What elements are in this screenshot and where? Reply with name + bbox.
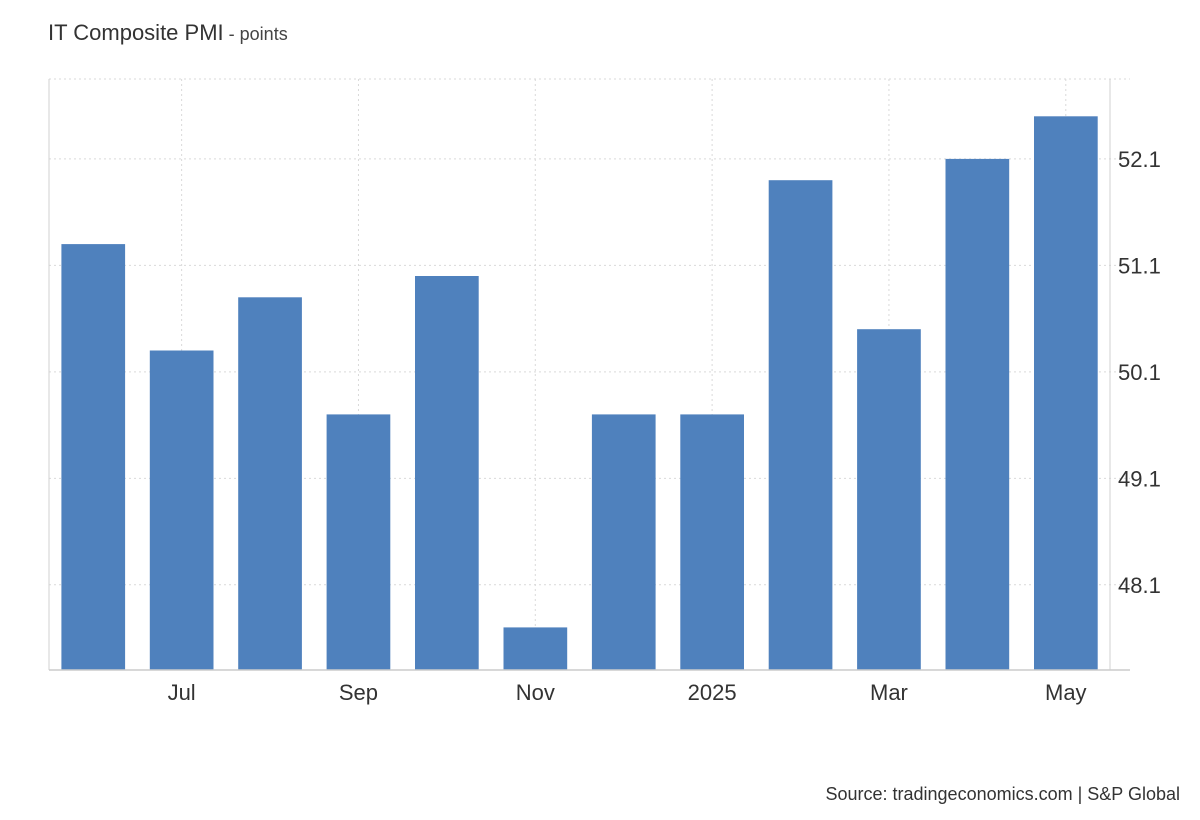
bar-dec-2024[interactable] (591, 414, 656, 670)
bar-jun-2024[interactable] (61, 244, 126, 670)
chart-subtitle: points (239, 24, 288, 44)
bar-jan-2025[interactable] (680, 414, 744, 670)
x-tick-label: May (1045, 680, 1087, 705)
bar-oct-2024[interactable] (415, 276, 479, 670)
source-credit: Source: tradingeconomics.com | S&P Globa… (825, 784, 1180, 804)
bar-jul-2024[interactable] (149, 350, 214, 671)
axis-layer: 48.1 49.1 50.1 51.1 52.1 Jul Sep Nov 2025 Mar May (48, 79, 1161, 705)
bar-aug-2024[interactable] (238, 297, 302, 670)
bar-mar-2025[interactable] (857, 329, 921, 670)
bar-nov-2024[interactable] (503, 627, 568, 670)
y-tick-label: 52.1 (1118, 147, 1161, 172)
y-tick-label: 50.1 (1118, 360, 1161, 385)
x-tick-label: 2025 (688, 680, 737, 705)
bar-layer (61, 116, 1098, 671)
bar-may-2025[interactable] (1034, 116, 1098, 671)
chart-title-block: IT Composite PMI - points (48, 20, 288, 46)
x-tick-label: Sep (339, 680, 378, 705)
bar-sep-2024[interactable] (326, 414, 391, 670)
x-tick-label: Jul (168, 680, 196, 705)
chart-title: IT Composite PMI (48, 20, 224, 45)
y-tick-label: 51.1 (1118, 253, 1161, 278)
title-separator: - (223, 24, 240, 44)
y-tick-label: 49.1 (1118, 466, 1161, 491)
x-tick-label: Nov (516, 680, 555, 705)
bar-feb-2025[interactable] (768, 180, 833, 670)
y-tick-label: 48.1 (1118, 573, 1161, 598)
bar-apr-2025[interactable] (945, 158, 1010, 670)
x-tick-label: Mar (870, 680, 908, 705)
